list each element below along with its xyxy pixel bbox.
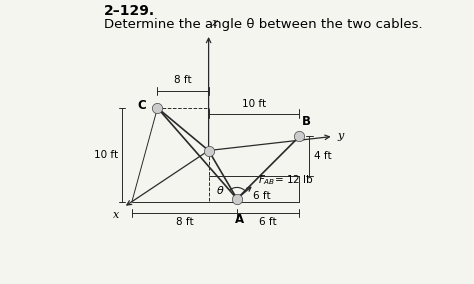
Point xyxy=(296,134,303,139)
Text: Determine the angle θ between the two cables.: Determine the angle θ between the two ca… xyxy=(103,18,422,32)
Text: 10 ft: 10 ft xyxy=(93,150,118,160)
Text: 4 ft: 4 ft xyxy=(314,151,331,161)
Text: 6 ft: 6 ft xyxy=(253,191,270,201)
Text: A: A xyxy=(235,213,245,226)
Text: z: z xyxy=(211,18,217,28)
Text: $\theta$: $\theta$ xyxy=(216,184,224,196)
Point xyxy=(154,106,161,110)
Text: 2–129.: 2–129. xyxy=(103,4,155,18)
Text: 8 ft: 8 ft xyxy=(174,75,192,85)
Point xyxy=(233,197,241,201)
Text: y: y xyxy=(338,131,344,141)
Text: 6 ft: 6 ft xyxy=(259,217,277,227)
Text: x: x xyxy=(113,210,119,220)
Text: C: C xyxy=(137,99,146,112)
Text: $F_{AB}$= 12 lb: $F_{AB}$= 12 lb xyxy=(258,174,314,187)
Text: B: B xyxy=(302,115,311,128)
Point xyxy=(205,148,212,153)
Text: 10 ft: 10 ft xyxy=(242,99,266,109)
Text: 8 ft: 8 ft xyxy=(176,217,193,227)
